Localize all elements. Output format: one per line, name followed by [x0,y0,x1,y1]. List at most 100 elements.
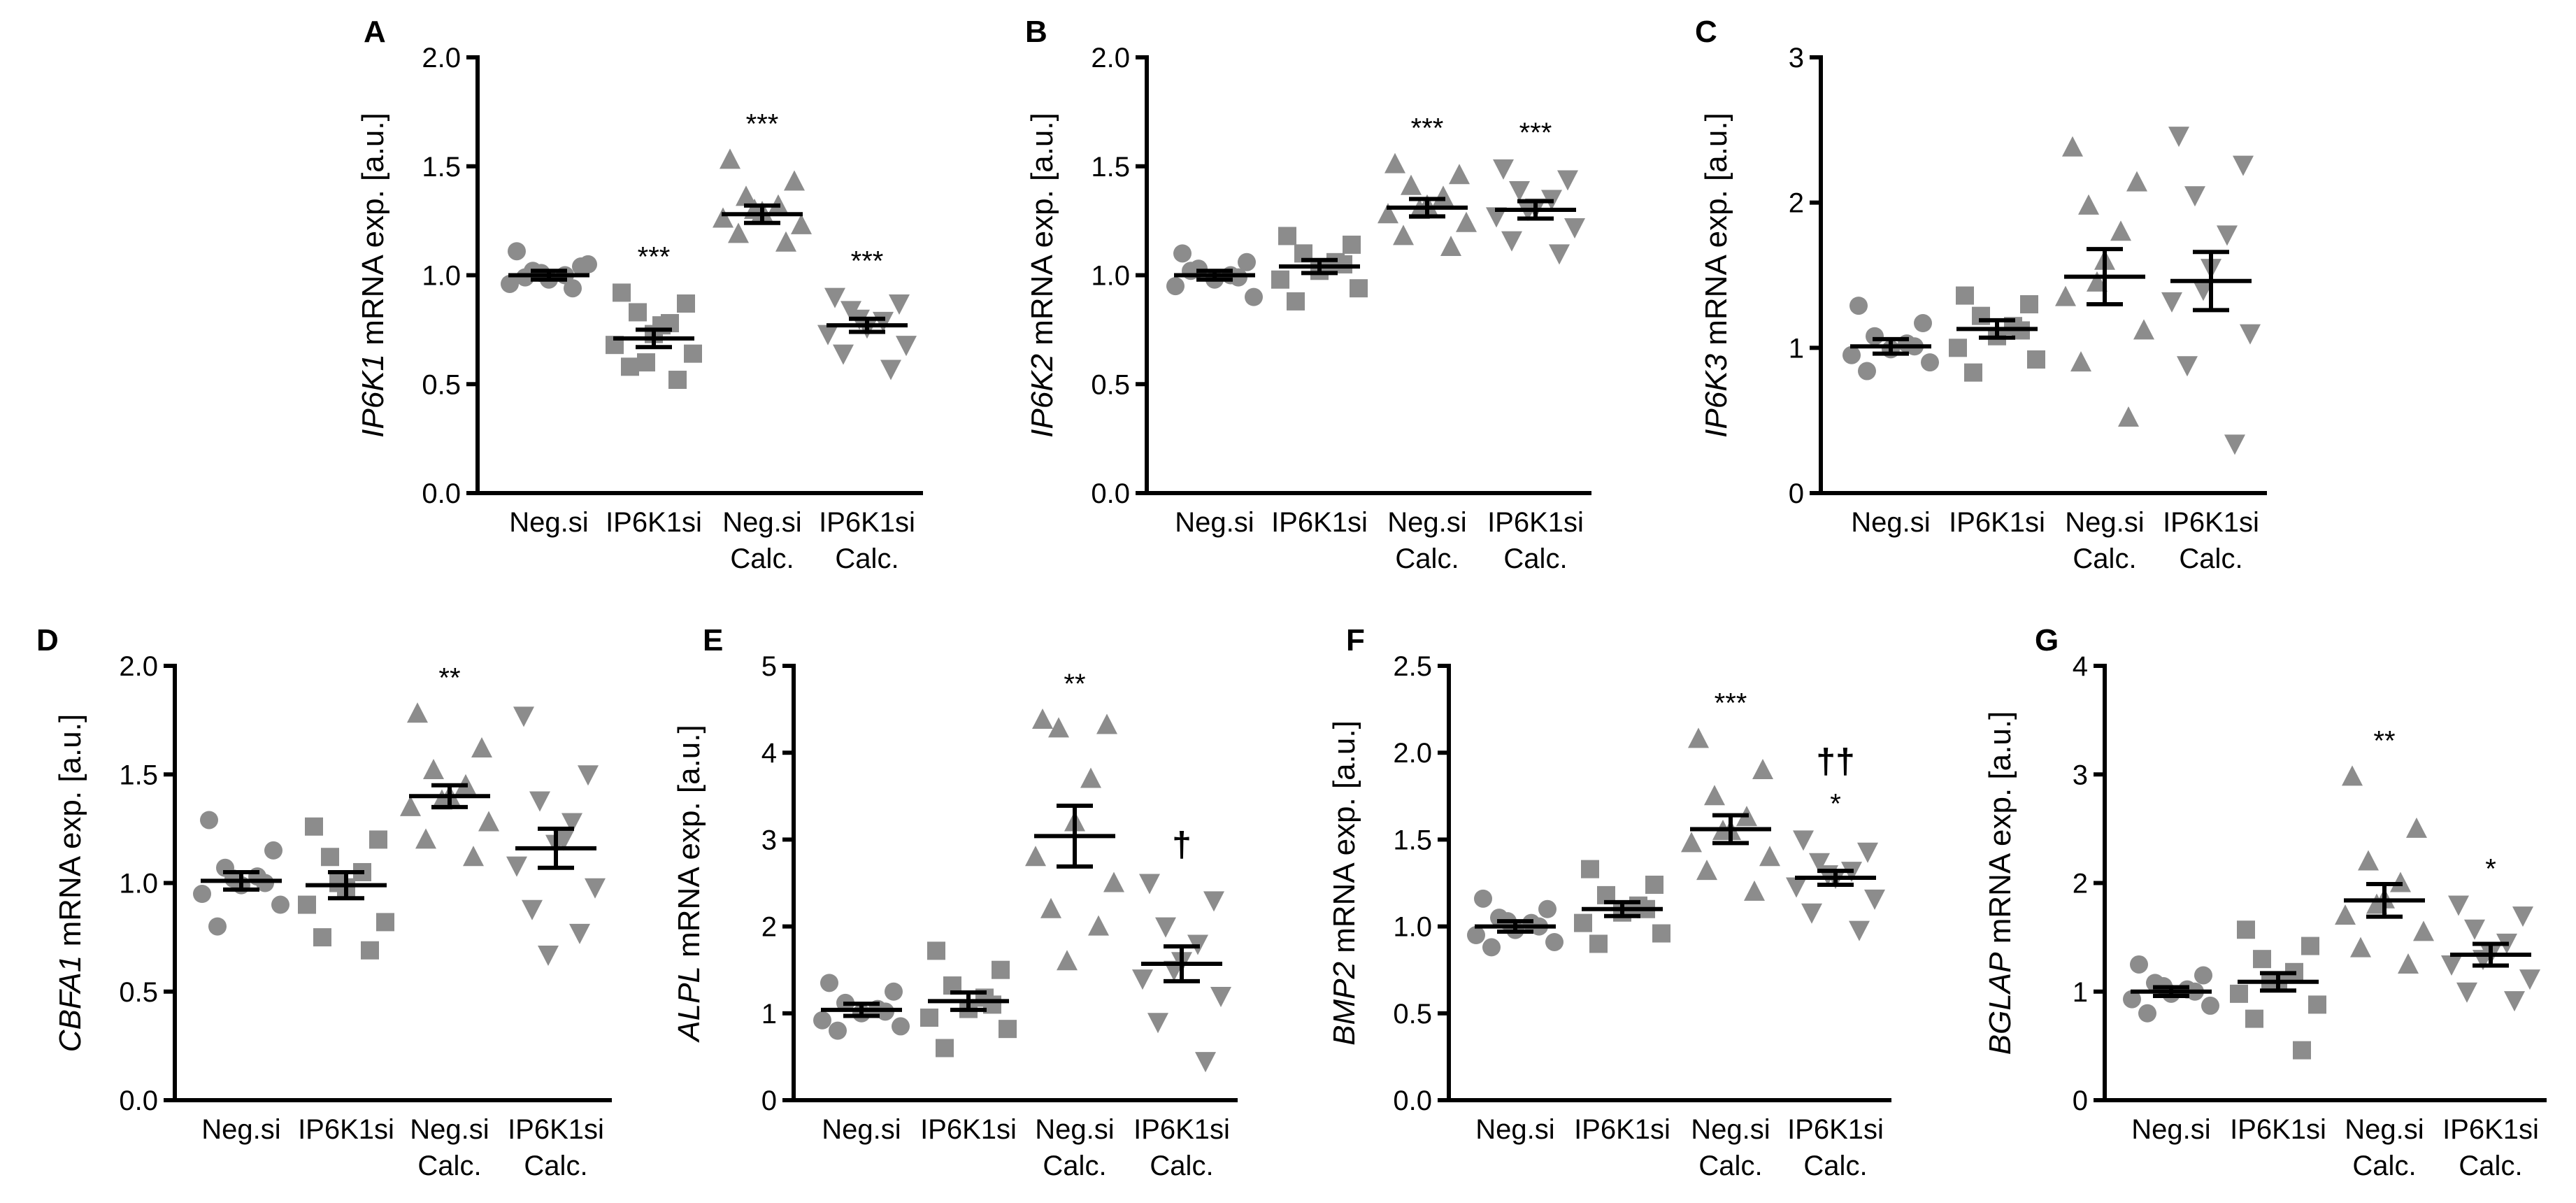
data-point-circle [1842,346,1861,364]
y-tick-label: 2.0 [119,651,158,682]
y-tick-label: 3 [2073,760,2088,790]
data-point-triangle-up [1449,164,1470,185]
data-point-triangle-down [1801,903,1822,924]
category-label: IP6K1si [2230,1114,2326,1145]
data-point-circle [579,255,597,273]
category-label: Neg.si [201,1114,280,1145]
data-point-triangle-up [1696,860,1717,881]
data-point-triangle-up [2366,893,2387,914]
data-point-square [1964,363,1982,382]
category-label: Neg.si [822,1114,901,1145]
category-label: Calc. [2352,1151,2416,1181]
series-3: *** [1486,118,1585,265]
data-point-triangle-up [2390,871,2411,892]
series-3: † [1132,825,1231,1073]
y-tick-label: 1 [1789,333,1804,364]
data-point-circle [2194,966,2212,985]
data-point-triangle-up [775,231,796,252]
data-point-circle [200,811,218,830]
series-1 [920,941,1017,1058]
data-point-circle [1474,889,1492,908]
significance-label: *** [851,246,884,277]
y-axis-title-gene: IP6K1 [356,354,390,438]
data-point-triangle-down [1549,244,1570,265]
y-tick-label: 1.0 [1393,912,1432,943]
data-point-circle [193,885,211,904]
y-axis-title: BGLAP mRNA exp. [a.u.] [1983,711,2017,1055]
y-axis-title-gene: BGLAP [1983,952,2017,1055]
data-point-triangle-up [1025,846,1046,867]
category-label: Calc. [524,1151,587,1181]
data-point-circle [256,874,274,892]
data-point-triangle-up [478,811,499,832]
data-point-triangle-down [538,945,559,966]
data-point-circle [2130,955,2148,974]
panel-b: B 0.0 0.5 1.0 1.5 2.0 IP6K2 mRNA exp. [a.u.] Ne… [1025,15,1591,574]
data-point-triangle-up [2133,319,2154,340]
data-point-square [936,1039,954,1058]
data-point-triangle-down [1786,877,1807,898]
y-tick-label: 1 [2073,977,2088,1008]
data-point-triangle-up [1384,152,1405,173]
data-point-square [1645,875,1663,894]
panel-letter: D [36,623,59,657]
data-point-triangle-up [423,759,444,780]
category-label: Neg.si [1387,507,1466,538]
y-tick-label: 1 [761,999,777,1030]
data-point-circle [1173,244,1192,263]
category-label: IP6K1si [920,1114,1017,1145]
data-point-square [677,294,695,313]
data-point-triangle-down [522,899,543,920]
data-point-triangle-down [1501,231,1522,252]
data-point-square [920,1009,938,1027]
data-point-triangle-down [1155,917,1176,938]
data-point-circle [508,242,526,261]
data-point-triangle-down [1793,830,1814,851]
data-point-triangle-up [2118,406,2139,427]
data-point-triangle-up [1688,727,1709,748]
y-axis-title-gene: IP6K3 [1699,353,1733,437]
y-tick-label: 2 [1789,188,1804,219]
data-point-triangle-up [1440,236,1461,257]
data-point-triangle-up [2070,351,2091,372]
series-1 [1949,286,2045,382]
significance-label: * [2485,854,2496,885]
category-label: Calc. [417,1151,481,1181]
y-axis-title-suffix: mRNA exp. [a.u.] [1025,113,1059,354]
data-point-triangle-up [1456,211,1477,232]
data-point-triangle-down [529,791,550,812]
y-tick-label: 1.5 [119,760,158,790]
y-tick-label: 0.5 [1091,369,1130,400]
category-label: Neg.si [722,507,801,538]
category-label: Neg.si [2131,1114,2210,1145]
data-point-square [1278,227,1296,245]
y-axis-title: CBFA1 mRNA exp. [a.u.] [53,714,87,1052]
panel-f: F 0.0 0.5 1.0 1.5 2.0 2.5 BMP2 mRNA exp. [a.u.]… [1327,623,1891,1181]
data-point-square [999,1020,1017,1039]
y-axis-title: IP6K2 mRNA exp. [a.u.] [1025,113,1059,438]
significance-label: * [1830,788,1841,819]
data-point-triangle-down [553,830,574,851]
y-tick-label: 4 [761,738,777,769]
data-point-triangle-down [880,360,901,380]
category-label: Calc. [2073,543,2136,574]
panel-letter: G [2035,623,2059,657]
data-point-triangle-up [1080,767,1101,788]
series-2: ** [400,662,499,867]
series-0 [193,811,289,936]
data-point-triangle-up [471,736,492,757]
data-point-square [361,941,379,960]
y-tick-label: 0 [2073,1085,2088,1116]
y-axis-title-suffix: mRNA exp. [a.u.] [1699,113,1733,354]
y-tick-label: 2 [761,912,777,943]
data-point-triangle-down [1139,874,1160,895]
series-1 [298,817,394,960]
data-point-triangle-up [1401,174,1422,195]
y-axis-title-gene: CBFA1 [53,955,87,1053]
category-label: Neg.si [2065,507,2144,538]
y-axis-title-suffix: mRNA exp. [a.u.] [1327,720,1361,962]
y-axis-title-gene: IP6K2 [1025,354,1059,438]
data-point-triangle-down [873,311,894,332]
data-point-triangle-down [2168,127,2189,148]
data-point-square [2301,937,2319,955]
